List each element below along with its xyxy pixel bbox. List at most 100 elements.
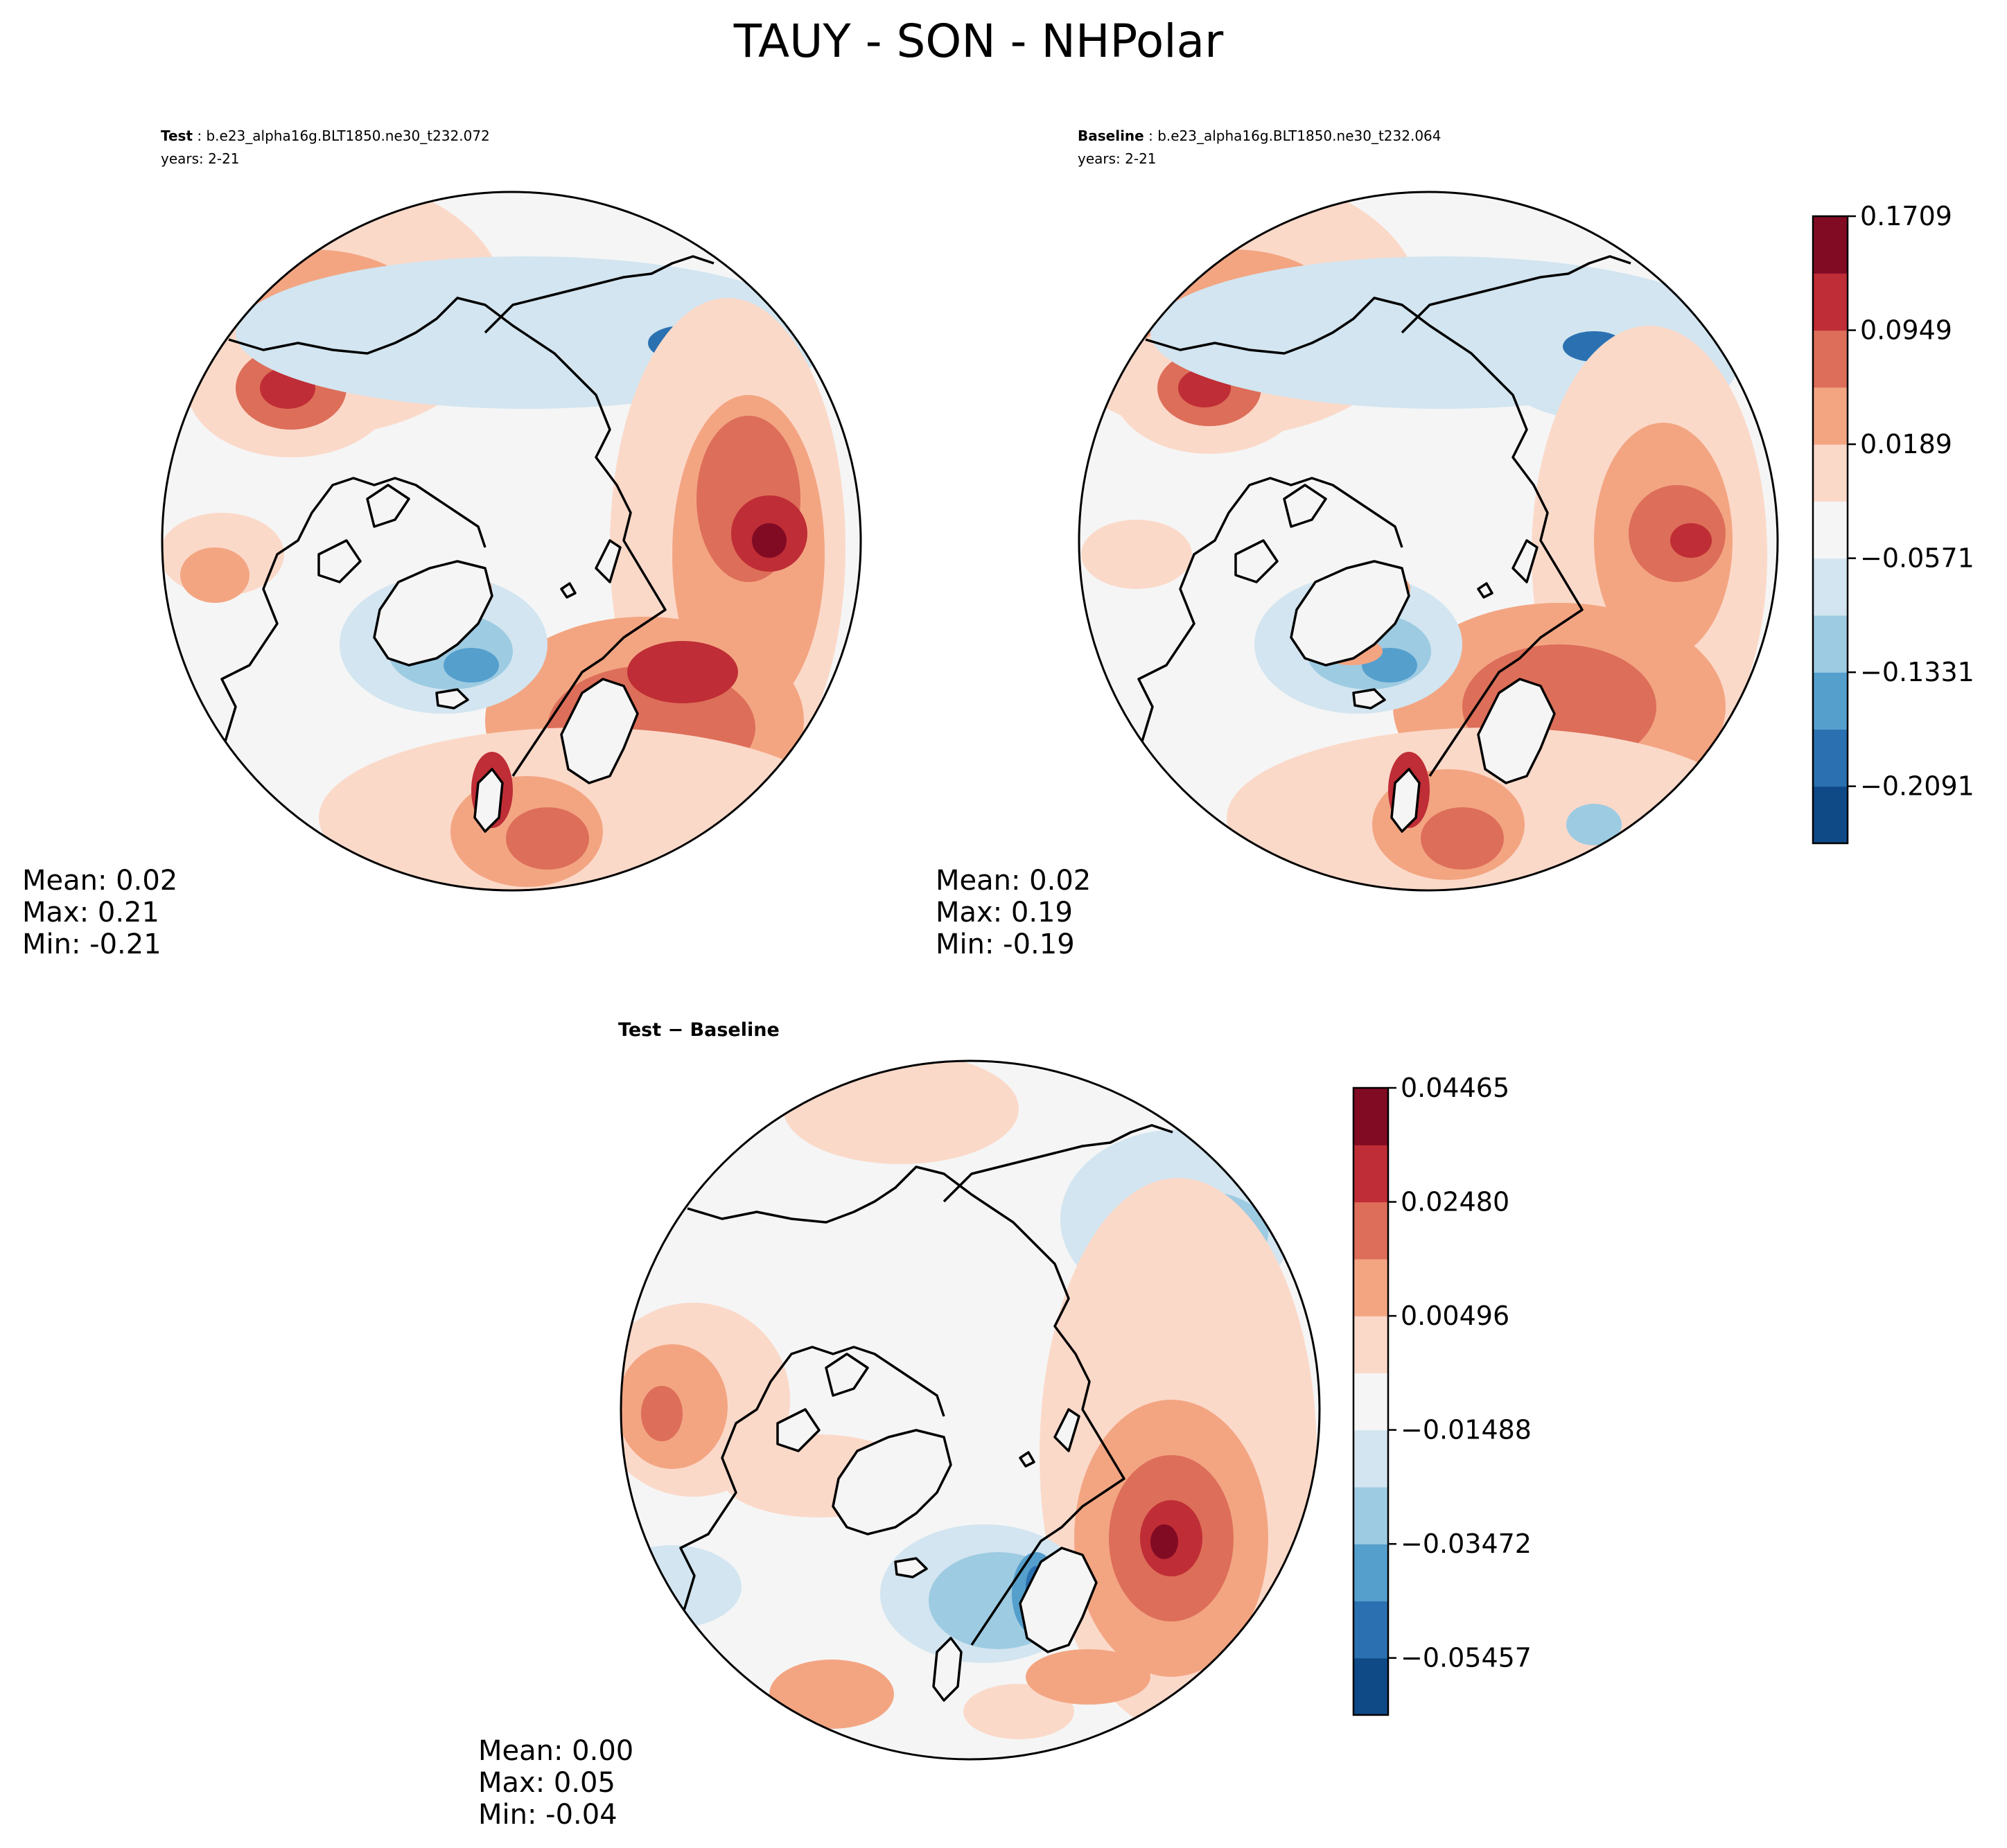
baseline-greenland [1290, 560, 1410, 667]
main-colorbar-segment-10 [1813, 216, 1848, 274]
baseline-stat-max: Max: 0.19 [936, 897, 1073, 929]
diff-colorbar-segment-1 [1353, 1601, 1388, 1659]
test-panel: Test : b.e23_alpha16g.BLT1850.ne30_t232.… [22, 127, 862, 960]
test-field-contours [162, 192, 845, 890]
baseline-map-boundary [1078, 191, 1779, 892]
test-label: Test [161, 127, 193, 144]
main-colorbar-segment-3 [1813, 615, 1848, 673]
diff-colorbar-segment-5 [1353, 1373, 1388, 1431]
baseline-panel-title: Baseline : b.e23_alpha16g.BLT1850.ne30_t… [1078, 127, 1441, 144]
diff-colorbar-segment-10 [1353, 1088, 1388, 1145]
diff-panel: Test − Baseline [478, 1019, 1321, 1831]
main-colorbar-segment-5 [1813, 501, 1848, 559]
diff-baffin [776, 1408, 821, 1452]
diff-stat-min: Min: -0.04 [478, 1799, 617, 1831]
diff-coastlines [624, 1124, 1173, 1759]
diff-colorbar-tick-label-3: 0.00496 [1401, 1301, 1509, 1331]
test-north-america [165, 477, 487, 890]
test-greenland [373, 560, 493, 667]
baseline-field-contours [1079, 192, 1767, 890]
figure-title: TAUY - SON - NHPolar [733, 15, 1224, 68]
diff-colorbar-segment-7 [1353, 1258, 1388, 1317]
baseline-arctic-archipelago [1283, 484, 1327, 528]
diff-colorbar-segment-6 [1353, 1316, 1388, 1373]
baseline-coastlines [1082, 255, 1631, 890]
main-colorbar-segment-2 [1813, 672, 1848, 730]
baseline-svalbard [1477, 582, 1493, 599]
test-map-boundary [161, 191, 862, 892]
main-colorbar-tick-label-1: −0.1331 [1860, 657, 1974, 687]
diff-iceland [894, 1557, 928, 1578]
baseline-north-america [1082, 477, 1403, 890]
baseline-title-sep: : [1144, 127, 1157, 144]
test-siberia-coast [484, 255, 715, 334]
test-title-sep: : [193, 127, 206, 144]
diff-panel-title: Test − Baseline [618, 1019, 780, 1041]
diff-colorbar-segment-4 [1353, 1429, 1388, 1488]
diff-colorbar-segment-2 [1353, 1544, 1388, 1602]
test-britain [473, 768, 504, 833]
diff-greenland [832, 1429, 952, 1535]
diff-svalbard [1019, 1451, 1035, 1468]
test-stat-max: Max: 0.21 [22, 897, 159, 929]
diff-colorbar-segment-0 [1353, 1657, 1388, 1716]
baseline-scandinavia [1477, 678, 1556, 784]
diff-colorbar-tick-label-0: −0.05457 [1401, 1643, 1532, 1673]
main-colorbar-tick-label-0: −0.2091 [1860, 771, 1974, 802]
baseline-label: Baseline [1078, 127, 1144, 144]
test-case-name: b.e23_alpha16g.BLT1850.ne30_t232.072 [206, 127, 489, 144]
diff-colorbar-tick-label-5: 0.04465 [1401, 1073, 1509, 1103]
main-colorbar-tick-label-2: −0.0571 [1860, 543, 1974, 574]
diff-siberia-coast [943, 1124, 1173, 1203]
diff-colorbar-frame [1352, 1086, 1390, 1716]
diff-colorbar-segment-3 [1353, 1486, 1388, 1545]
test-arctic-archipelago [366, 484, 410, 528]
main-colorbar-tick-label-4: 0.0949 [1860, 315, 1952, 346]
test-svalbard [560, 582, 577, 599]
main-colorbar-tick-label-5: 0.1709 [1860, 201, 1952, 231]
test-scandinavia [560, 678, 639, 784]
diff-colorbar-tick-label-1: −0.03472 [1401, 1529, 1532, 1559]
test-stat-mean: Mean: 0.02 [22, 865, 177, 897]
diff-colorbar-tick-label-4: 0.02480 [1401, 1187, 1509, 1217]
diff-scandinavia [1019, 1547, 1098, 1653]
baseline-stat-mean: Mean: 0.02 [936, 865, 1091, 897]
main-colorbar-segment-9 [1813, 273, 1848, 331]
diff-north-america [624, 1346, 945, 1759]
diff-map [621, 1061, 1320, 1759]
main-colorbar-frame [1812, 215, 1849, 845]
test-stat-min: Min: -0.21 [22, 929, 161, 960]
baseline-stat-min: Min: -0.19 [936, 929, 1075, 960]
diff-novaya-zemlya [1053, 1408, 1080, 1452]
diff-colorbar-tick-label-2: −0.01488 [1401, 1415, 1532, 1445]
baseline-iceland [1352, 688, 1386, 710]
main-colorbar-segment-0 [1813, 786, 1848, 844]
diff-field-contours [621, 1061, 1317, 1739]
diff-colorbar-segment-8 [1353, 1202, 1388, 1260]
diff-colorbar-segment-9 [1353, 1145, 1388, 1203]
diff-stat-mean: Mean: 0.00 [478, 1735, 633, 1767]
baseline-case-name: b.e23_alpha16g.BLT1850.ne30_t232.064 [1157, 127, 1441, 144]
test-map [162, 192, 861, 890]
main-colorbar: −0.2091 −0.1331 −0.0571 0.0189 0.0949 0.1709 [1812, 201, 1974, 845]
baseline-baffin [1234, 539, 1279, 583]
baseline-map [1079, 192, 1778, 890]
test-novaya-zemlya [595, 539, 622, 583]
diff-colorbar: −0.05457 −0.03472 −0.01488 0.00496 0.02480 0.… [1352, 1073, 1532, 1716]
test-years: years: 2-21 [161, 150, 240, 167]
test-coastlines [165, 255, 715, 890]
main-colorbar-tick-label-3: 0.0189 [1860, 429, 1952, 459]
test-iceland [435, 688, 469, 710]
diff-eurasia [687, 1165, 1125, 1646]
baseline-panel: Baseline : b.e23_alpha16g.BLT1850.ne30_t… [936, 127, 1779, 960]
main-colorbar-segment-6 [1813, 444, 1848, 502]
test-baffin [317, 539, 362, 583]
test-eurasia [228, 297, 667, 777]
diff-map-boundary [620, 1059, 1321, 1761]
diff-britain [932, 1637, 963, 1702]
main-colorbar-segment-4 [1813, 558, 1848, 616]
diff-arctic-archipelago [825, 1353, 869, 1397]
baseline-siberia-coast [1401, 255, 1631, 334]
baseline-britain [1390, 768, 1421, 833]
